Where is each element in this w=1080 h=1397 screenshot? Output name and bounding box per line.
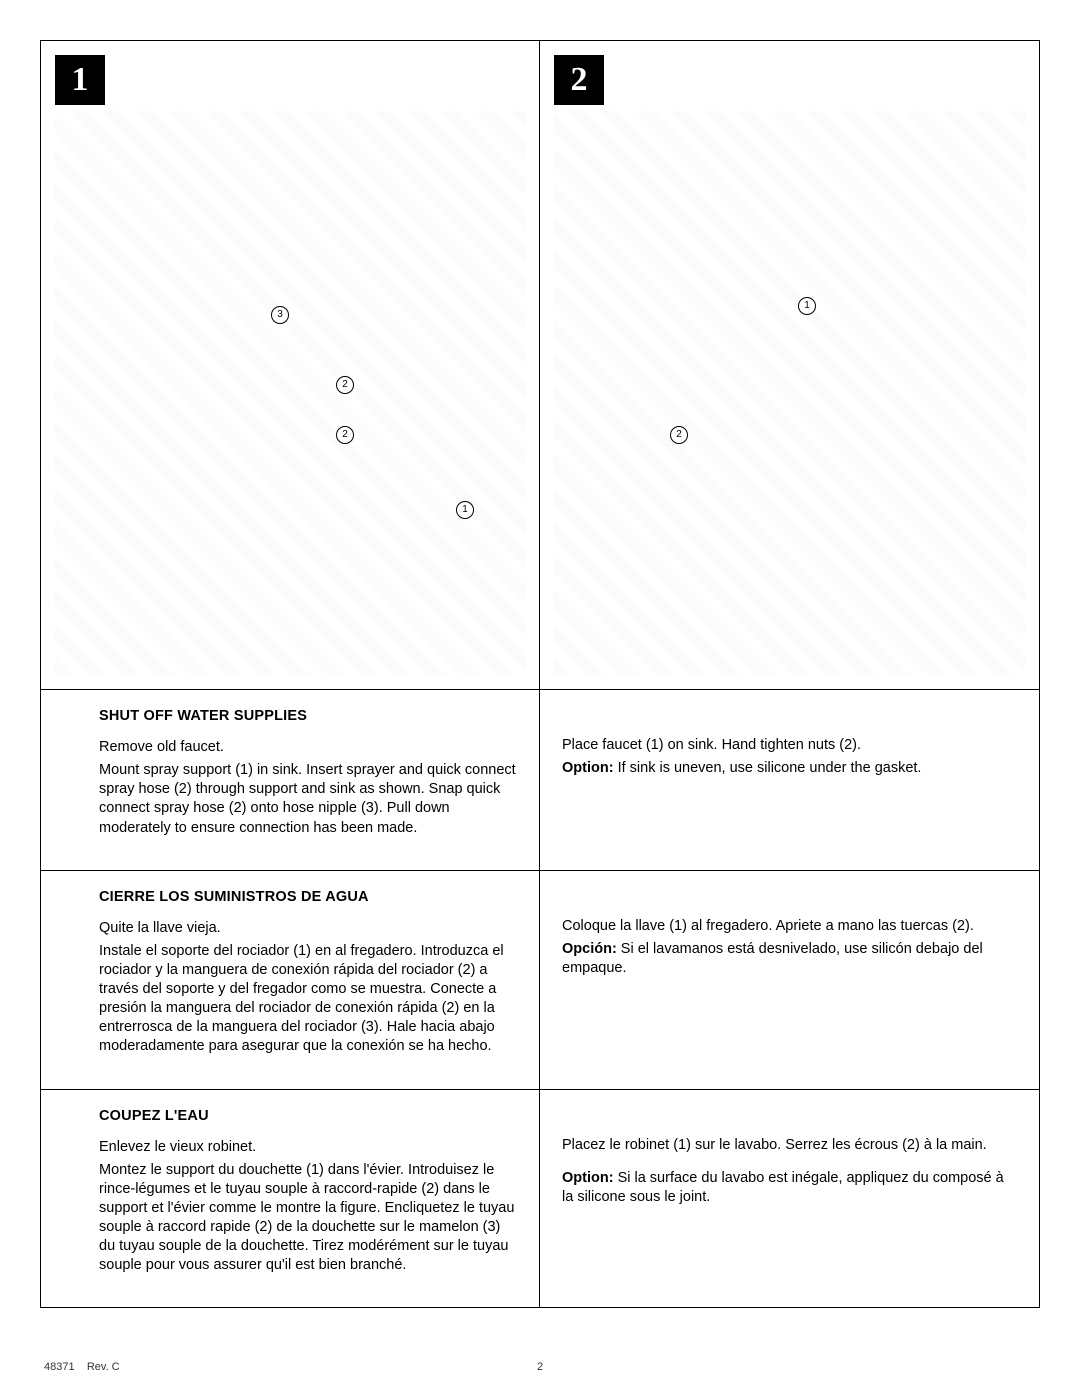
step-2-illustration xyxy=(554,111,1025,675)
instruction-text: Quite la llave vieja. xyxy=(99,919,517,938)
english-step1-text: SHUT OFF WATER SUPPLIES Remove old fauce… xyxy=(41,690,540,870)
spanish-step1-text: CIERRE LOS SUMINISTROS DE AGUA Quite la … xyxy=(41,871,540,1089)
callout-2: 2 xyxy=(670,426,688,444)
step-2-panel: 2 1 2 xyxy=(540,41,1039,689)
illustration-row: 1 3 2 2 1 2 1 2 xyxy=(41,41,1039,689)
doc-number: 48371 xyxy=(44,1361,75,1373)
instruction-text: Place faucet (1) on sink. Hand tighten n… xyxy=(562,736,1017,755)
instruction-text: Instale el soporte del rociador (1) en a… xyxy=(99,942,517,1057)
english-step2-text: Place faucet (1) on sink. Hand tighten n… xyxy=(540,690,1039,870)
instruction-text: Remove old faucet. xyxy=(99,738,517,757)
callout-1: 1 xyxy=(798,297,816,315)
option-label: Option: xyxy=(562,1170,614,1186)
callout-2: 2 xyxy=(336,426,354,444)
instruction-text: Option: If sink is uneven, use silicone … xyxy=(562,759,1017,778)
french-step1-text: COUPEZ L'EAU Enlevez le vieux robinet. M… xyxy=(41,1090,540,1308)
option-text: Si la surface du lavabo est inégale, app… xyxy=(562,1170,1004,1205)
page-number: 2 xyxy=(537,1361,543,1373)
spanish-step2-text: Coloque la llave (1) al fregadero. Aprie… xyxy=(540,871,1039,1089)
english-row: SHUT OFF WATER SUPPLIES Remove old fauce… xyxy=(41,689,1039,870)
step-1-panel: 1 3 2 2 1 xyxy=(41,41,540,689)
callout-2: 2 xyxy=(336,376,354,394)
section-heading: SHUT OFF WATER SUPPLIES xyxy=(99,708,517,724)
section-heading: CIERRE LOS SUMINISTROS DE AGUA xyxy=(99,889,517,905)
section-heading: COUPEZ L'EAU xyxy=(99,1108,517,1124)
page-footer: 48371 Rev. C 2 xyxy=(44,1361,1036,1373)
instruction-text: Montez le support du douchette (1) dans … xyxy=(99,1161,517,1276)
spanish-row: CIERRE LOS SUMINISTROS DE AGUA Quite la … xyxy=(41,870,1039,1089)
option-label: Opción: xyxy=(562,941,617,957)
option-text: If sink is uneven, use silicone under th… xyxy=(614,760,922,776)
instruction-text: Coloque la llave (1) al fregadero. Aprie… xyxy=(562,917,1017,936)
step-number-badge: 1 xyxy=(55,55,105,105)
instruction-text: Mount spray support (1) in sink. Insert … xyxy=(99,761,517,838)
step-number-badge: 2 xyxy=(554,55,604,105)
option-label: Option: xyxy=(562,760,614,776)
instruction-text: Option: Si la surface du lavabo est inég… xyxy=(562,1169,1017,1207)
instruction-text: Placez le robinet (1) sur le lavabo. Ser… xyxy=(562,1136,1017,1155)
callout-3: 3 xyxy=(271,306,289,324)
instruction-text: Enlevez le vieux robinet. xyxy=(99,1138,517,1157)
callout-1: 1 xyxy=(456,501,474,519)
revision: Rev. C xyxy=(87,1361,120,1373)
french-step2-text: Placez le robinet (1) sur le lavabo. Ser… xyxy=(540,1090,1039,1308)
footer-left: 48371 Rev. C xyxy=(44,1361,120,1373)
content-frame: 1 3 2 2 1 2 1 2 SHUT OFF WATER SUPPLIES … xyxy=(40,40,1040,1308)
option-text: Si el lavamanos está desnivelado, use si… xyxy=(562,941,983,976)
instruction-page: 1 3 2 2 1 2 1 2 SHUT OFF WATER SUPPLIES … xyxy=(0,0,1080,1397)
french-row: COUPEZ L'EAU Enlevez le vieux robinet. M… xyxy=(41,1089,1039,1308)
instruction-text: Opción: Si el lavamanos está desnivelado… xyxy=(562,940,1017,978)
step-1-illustration xyxy=(55,111,525,675)
